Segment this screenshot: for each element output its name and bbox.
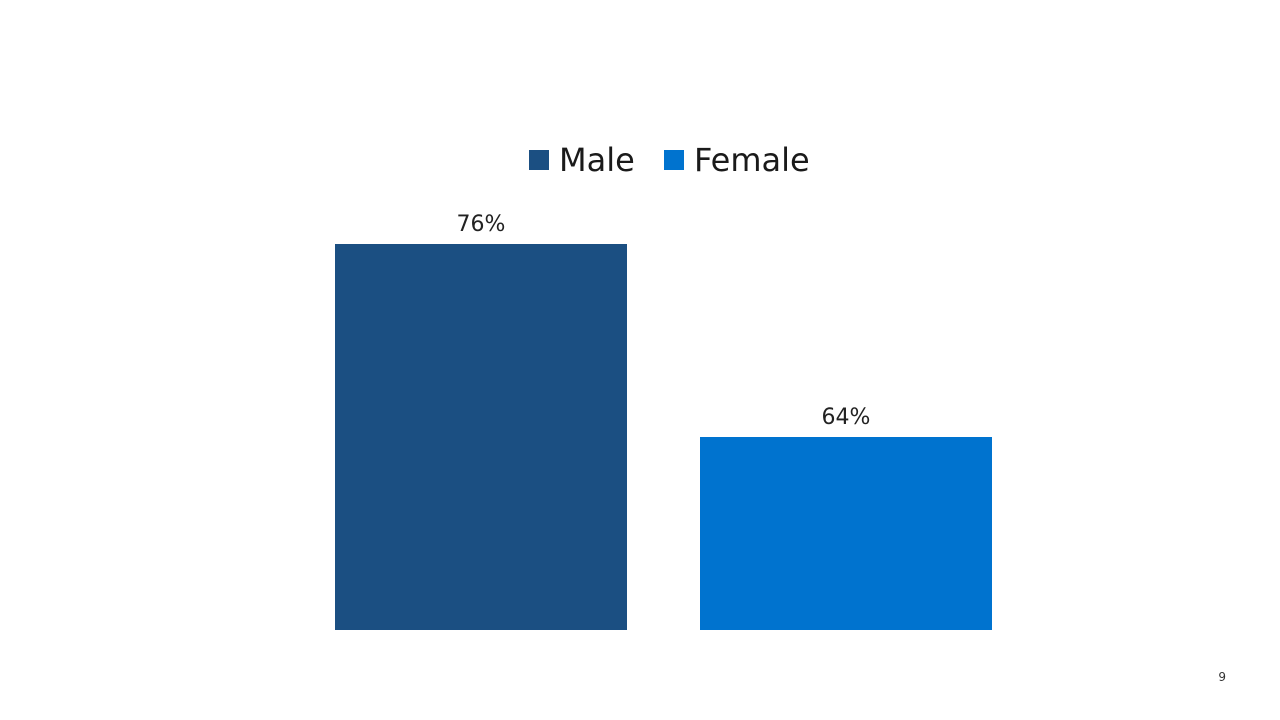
legend-swatch-female [664, 150, 684, 170]
data-label-male: 76% [457, 212, 506, 237]
bar-male [335, 244, 627, 630]
legend-label-male: Male [559, 141, 635, 179]
chart-legend: Male Female [529, 141, 810, 179]
data-label-female: 64% [822, 405, 871, 430]
legend-swatch-male [529, 150, 549, 170]
legend-label-female: Female [694, 141, 810, 179]
chart-bars [335, 244, 992, 630]
bar-female [700, 437, 992, 630]
page-number: 9 [1218, 670, 1226, 684]
chart-data-labels: 76% 64% [457, 212, 871, 430]
